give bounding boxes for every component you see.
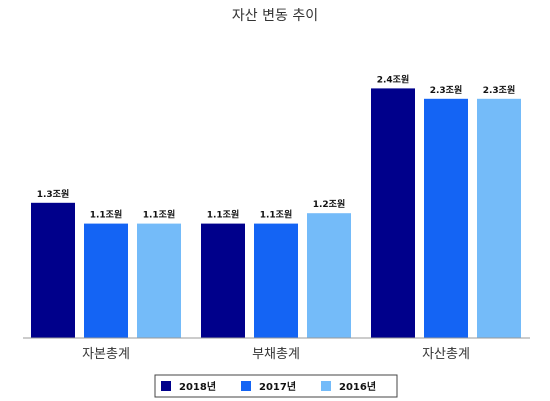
data-labels-group: 1.3조원 1.1조원 1.1조원 1.1조원 1.1조원 1.2조원 2.4조원 2.3조원… bbox=[37, 73, 516, 220]
legend-box bbox=[154, 374, 398, 398]
data-label-2-1: 1.1조원 bbox=[207, 209, 240, 221]
category-label-3: 자산총계 bbox=[422, 347, 470, 362]
bar-3-2 bbox=[424, 98, 468, 338]
data-label-3-3: 2.3조원 bbox=[483, 84, 516, 96]
category-labels-group: 자본총계 부채총계 자산총계 bbox=[82, 347, 470, 362]
data-label-1-3: 1.1조원 bbox=[143, 209, 176, 221]
bar-2-3 bbox=[307, 213, 351, 338]
legend-label-1: 2018년 bbox=[179, 380, 216, 393]
legend: 2018년 2017년 2016년 bbox=[154, 374, 398, 398]
legend-swatch-3 bbox=[321, 381, 331, 391]
bars-group bbox=[31, 88, 521, 339]
data-label-1-1: 1.3조원 bbox=[37, 188, 70, 200]
category-label-1: 자본총계 bbox=[82, 347, 130, 362]
data-label-2-2: 1.1조원 bbox=[260, 209, 293, 221]
bar-3-3 bbox=[477, 98, 521, 338]
data-label-2-3: 1.2조원 bbox=[313, 198, 346, 210]
data-label-3-2: 2.3조원 bbox=[430, 84, 463, 96]
bar-1-3 bbox=[137, 223, 181, 338]
data-label-3-1: 2.4조원 bbox=[377, 73, 410, 85]
legend-label-3: 2016년 bbox=[339, 380, 376, 393]
bar-1-2 bbox=[84, 223, 128, 338]
bar-3-1 bbox=[371, 88, 415, 339]
legend-swatch-1 bbox=[161, 381, 171, 391]
bar-1-1 bbox=[31, 202, 75, 338]
data-label-1-2: 1.1조원 bbox=[90, 209, 123, 221]
legend-swatch-2 bbox=[241, 381, 251, 391]
bar-2-2 bbox=[254, 223, 298, 338]
chart-title: 자산 변동 추이 bbox=[232, 8, 318, 24]
bar-2-1 bbox=[201, 223, 245, 338]
category-label-2: 부채총계 bbox=[252, 347, 300, 362]
legend-label-2: 2017년 bbox=[259, 380, 296, 393]
